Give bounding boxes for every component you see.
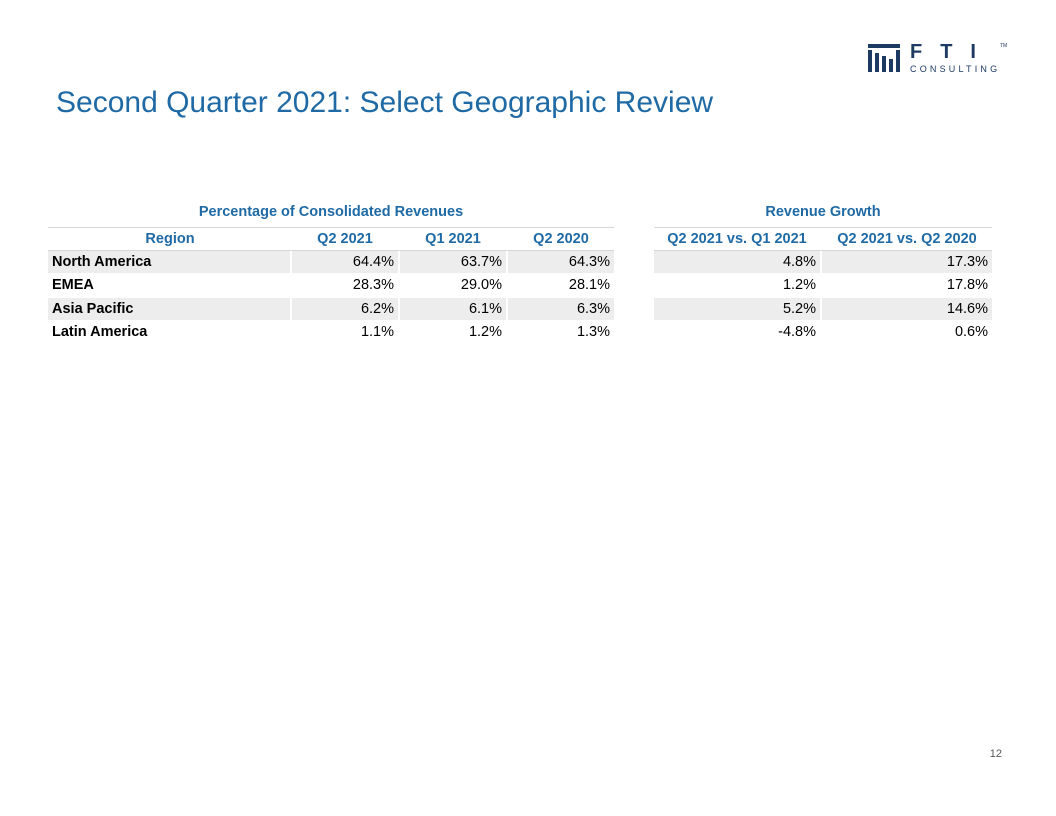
- value-cell: 28.1%: [568, 277, 610, 293]
- column-header-vs-q2-2020: Q2 2021 vs. Q2 2020: [837, 231, 977, 247]
- revenue-growth-table: Revenue Growth Q2 2021 vs. Q1 2021 Q2 20…: [654, 202, 992, 352]
- column-header-q2-2020: Q2 2020: [533, 231, 589, 247]
- logo-subtitle: CONSULTING: [910, 64, 1001, 74]
- region-cell: Asia Pacific: [48, 298, 290, 320]
- table-row: 4.8% 17.3%: [654, 251, 992, 273]
- table-header-row: Q2 2021 vs. Q1 2021 Q2 2021 vs. Q2 2020: [654, 228, 992, 250]
- table-row: 1.2% 17.8%: [654, 274, 992, 296]
- value-cell: -4.8%: [778, 324, 816, 340]
- column-header-vs-q1-2021: Q2 2021 vs. Q1 2021: [667, 231, 807, 247]
- value-cell: 28.3%: [352, 277, 394, 293]
- value-cell: 17.8%: [946, 277, 988, 293]
- fti-consulting-logo: FTI TM CONSULTING: [868, 41, 1008, 74]
- region-cell: EMEA: [52, 277, 94, 293]
- page-number: 12: [989, 748, 1002, 760]
- consolidated-revenue-table: Percentage of Consolidated Revenues Regi…: [48, 202, 614, 352]
- table-row: Asia Pacific 6.2% 6.1% 6.3%: [48, 298, 614, 320]
- value-cell: 0.6%: [954, 324, 988, 340]
- table-row: 5.2% 14.6%: [654, 298, 992, 320]
- value-cell: 4.8%: [654, 251, 820, 273]
- table-row: Latin America 1.1% 1.2% 1.3%: [48, 321, 614, 343]
- value-cell: 64.4%: [292, 251, 398, 273]
- value-cell: 1.3%: [576, 324, 610, 340]
- header-divider: [48, 250, 614, 251]
- table-row: EMEA 28.3% 29.0% 28.1%: [48, 274, 614, 296]
- value-cell: 6.1%: [400, 298, 506, 320]
- column-header-q2-2021: Q2 2021: [317, 231, 373, 247]
- table-row: North America 64.4% 63.7% 64.3%: [48, 251, 614, 273]
- column-header-region: Region: [145, 231, 195, 247]
- value-cell: 1.2%: [782, 277, 816, 293]
- header-divider: [654, 227, 992, 228]
- value-cell: 14.6%: [822, 298, 992, 320]
- page-title: Second Quarter 2021: Select Geographic R…: [56, 86, 714, 119]
- fti-columns-logo-icon: [868, 44, 900, 72]
- logo-trademark: TM: [1000, 43, 1008, 49]
- column-header-q1-2021: Q1 2021: [425, 231, 481, 247]
- logo-wordmark: FTI: [910, 41, 994, 63]
- value-cell: 5.2%: [654, 298, 820, 320]
- header-divider: [48, 227, 614, 228]
- region-cell: Latin America: [52, 324, 148, 340]
- value-cell: 64.3%: [508, 251, 614, 273]
- value-cell: 63.7%: [400, 251, 506, 273]
- value-cell: 1.1%: [360, 324, 394, 340]
- revenue-growth-group-title: Revenue Growth: [765, 204, 881, 220]
- value-cell: 17.3%: [822, 251, 992, 273]
- value-cell: 6.3%: [508, 298, 614, 320]
- header-divider: [654, 250, 992, 251]
- value-cell: 1.2%: [468, 324, 502, 340]
- region-cell: North America: [48, 251, 290, 273]
- value-cell: 29.0%: [460, 277, 502, 293]
- consolidated-revenue-group-title: Percentage of Consolidated Revenues: [198, 204, 464, 220]
- table-header-row: Region Q2 2021 Q1 2021 Q2 2020: [48, 228, 614, 250]
- value-cell: 6.2%: [292, 298, 398, 320]
- table-row: -4.8% 0.6%: [654, 321, 992, 343]
